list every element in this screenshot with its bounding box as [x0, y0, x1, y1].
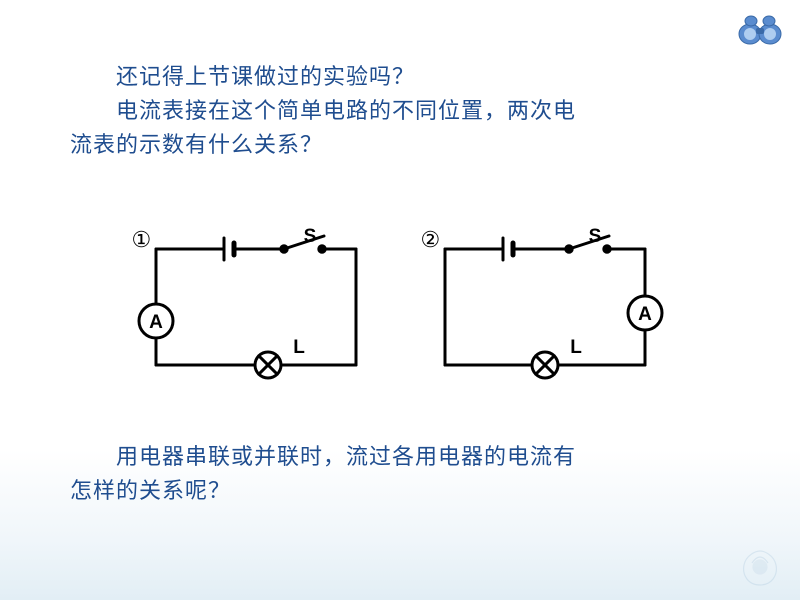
- ammeter-label: A: [149, 312, 163, 333]
- binoculars-icon: [736, 12, 784, 48]
- lamp-label: L: [293, 337, 305, 358]
- footer-logo-icon: [730, 545, 790, 594]
- circuit-2: ②: [423, 225, 667, 390]
- question-text: 用电器串联或并联时，流过各用电器的电流有 怎样的关系呢？: [70, 440, 730, 508]
- circuit-number: ②: [421, 227, 441, 253]
- ammeter-label: A: [638, 304, 652, 325]
- switch-label: S: [303, 226, 316, 247]
- switch-label: S: [588, 226, 601, 247]
- text-line: 流表的示数有什么关系？: [70, 128, 730, 162]
- text-line: 用电器串联或并联时，流过各用电器的电流有: [70, 440, 730, 474]
- circuit-number: ①: [132, 227, 152, 253]
- lamp-label: L: [570, 337, 582, 358]
- text-line: 怎样的关系呢？: [70, 474, 730, 508]
- slide: 还记得上节课做过的实验吗？ 电流表接在这个简单电路的不同位置，两次电 流表的示数…: [0, 0, 800, 600]
- text-line: 电流表接在这个简单电路的不同位置，两次电: [70, 94, 730, 128]
- text-line: 还记得上节课做过的实验吗？: [70, 60, 730, 94]
- circuit-1: ①: [134, 225, 378, 390]
- intro-text: 还记得上节课做过的实验吗？ 电流表接在这个简单电路的不同位置，两次电 流表的示数…: [70, 60, 730, 162]
- circuit-diagrams-row: ①: [0, 225, 800, 390]
